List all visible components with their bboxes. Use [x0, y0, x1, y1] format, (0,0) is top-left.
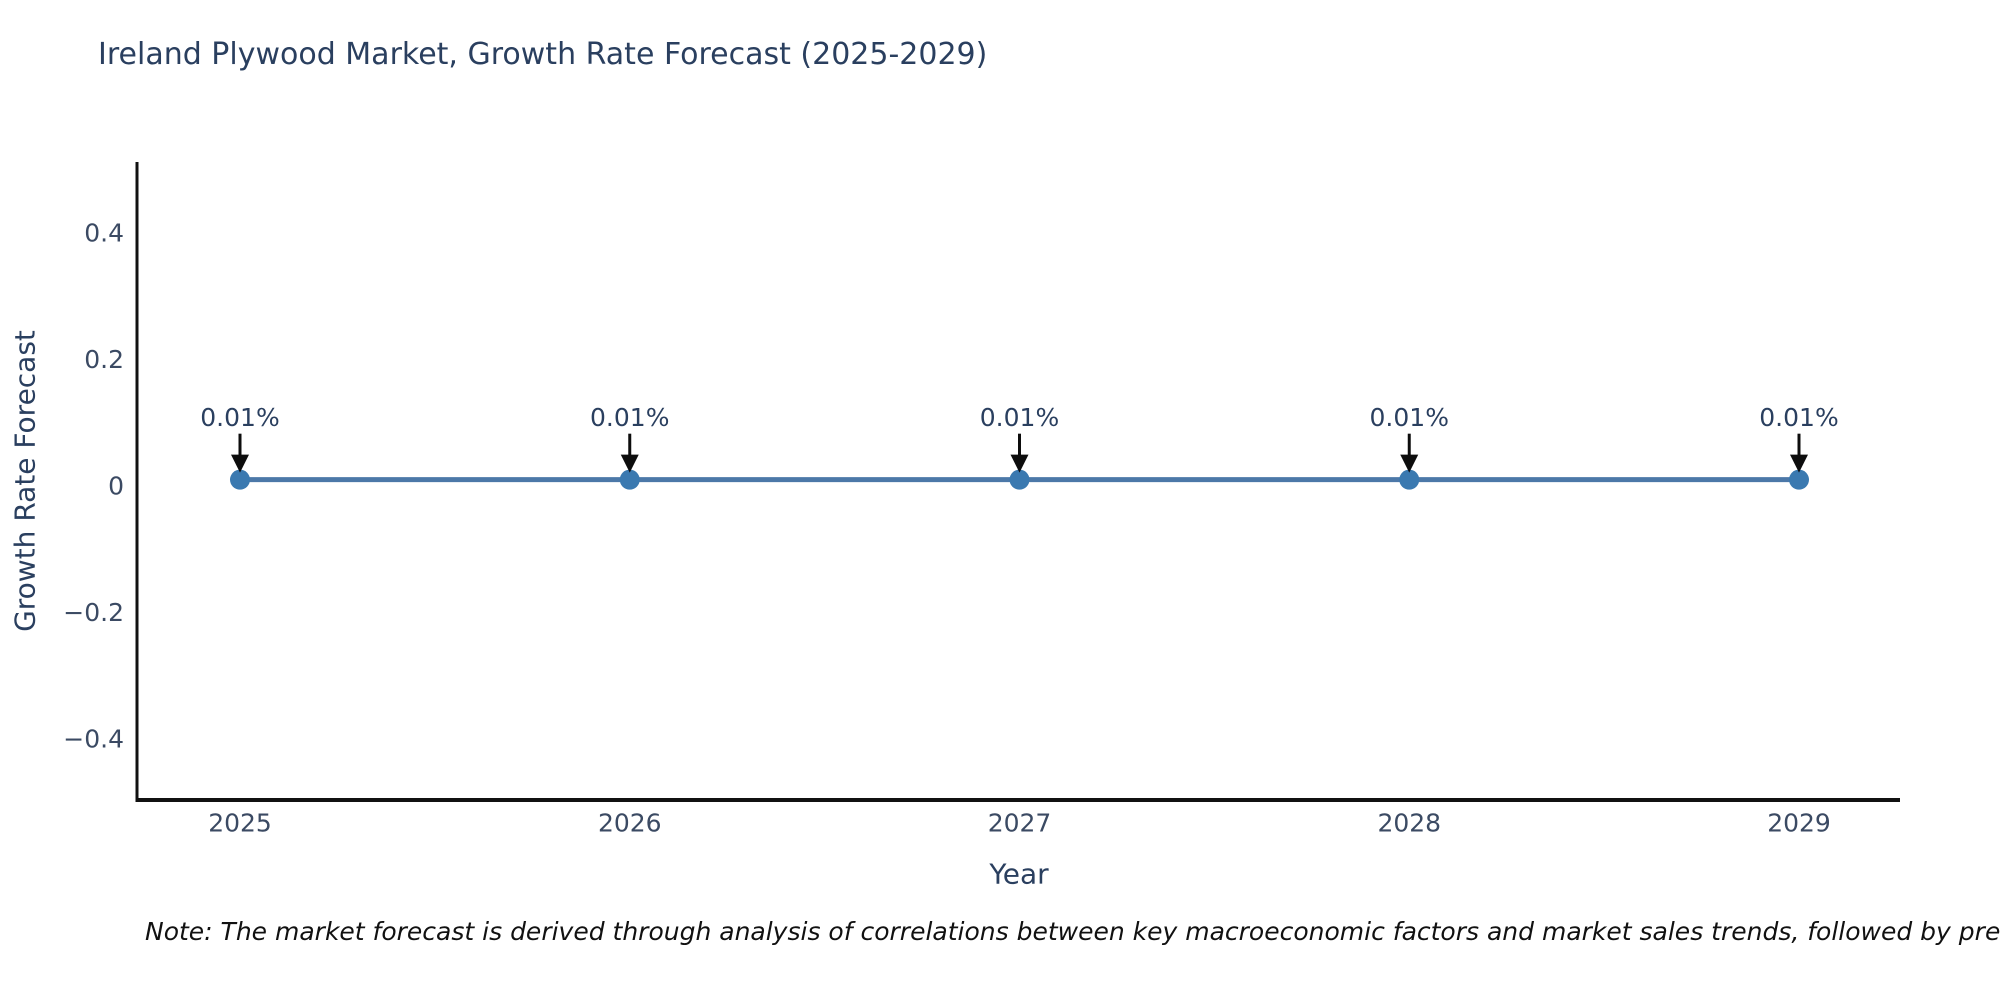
footnote: Note: The market forecast is derived thr…	[145, 917, 2000, 946]
x-tick-label: 2026	[598, 809, 662, 838]
annotation-label: 0.01%	[590, 403, 669, 432]
annotation-arrowhead	[620, 454, 639, 473]
x-tick-label: 2028	[1377, 809, 1441, 838]
annotation-label: 0.01%	[980, 403, 1059, 432]
annotation-arrowhead	[1400, 454, 1419, 473]
annotation-arrowhead	[231, 454, 249, 473]
annotation-arrowhead	[1790, 454, 1808, 473]
annotation-arrowhead	[1010, 454, 1029, 473]
data-point-marker	[230, 469, 250, 490]
data-point-marker	[1399, 469, 1420, 490]
annotation-label: 0.01%	[1370, 403, 1449, 432]
y-tick-label: −0.4	[63, 725, 124, 754]
x-tick-label: 2025	[208, 809, 272, 838]
chart-title: Ireland Plywood Market, Growth Rate Fore…	[98, 37, 988, 72]
x-axis-title: Year	[989, 857, 1049, 891]
y-tick-label: 0.4	[84, 219, 124, 248]
y-tick-label: −0.2	[63, 598, 124, 627]
data-point-marker	[1009, 469, 1030, 490]
x-tick-label: 2027	[988, 809, 1052, 838]
y-tick-label: 0.2	[84, 345, 124, 374]
data-point-marker	[619, 469, 640, 490]
data-point-marker	[1789, 469, 1809, 490]
x-tick-label: 2029	[1767, 809, 1831, 838]
y-axis-title: Growth Rate Forecast	[8, 330, 42, 632]
annotation-label: 0.01%	[1759, 403, 1838, 432]
y-tick-label: 0	[108, 472, 124, 501]
annotation-label: 0.01%	[200, 403, 279, 432]
